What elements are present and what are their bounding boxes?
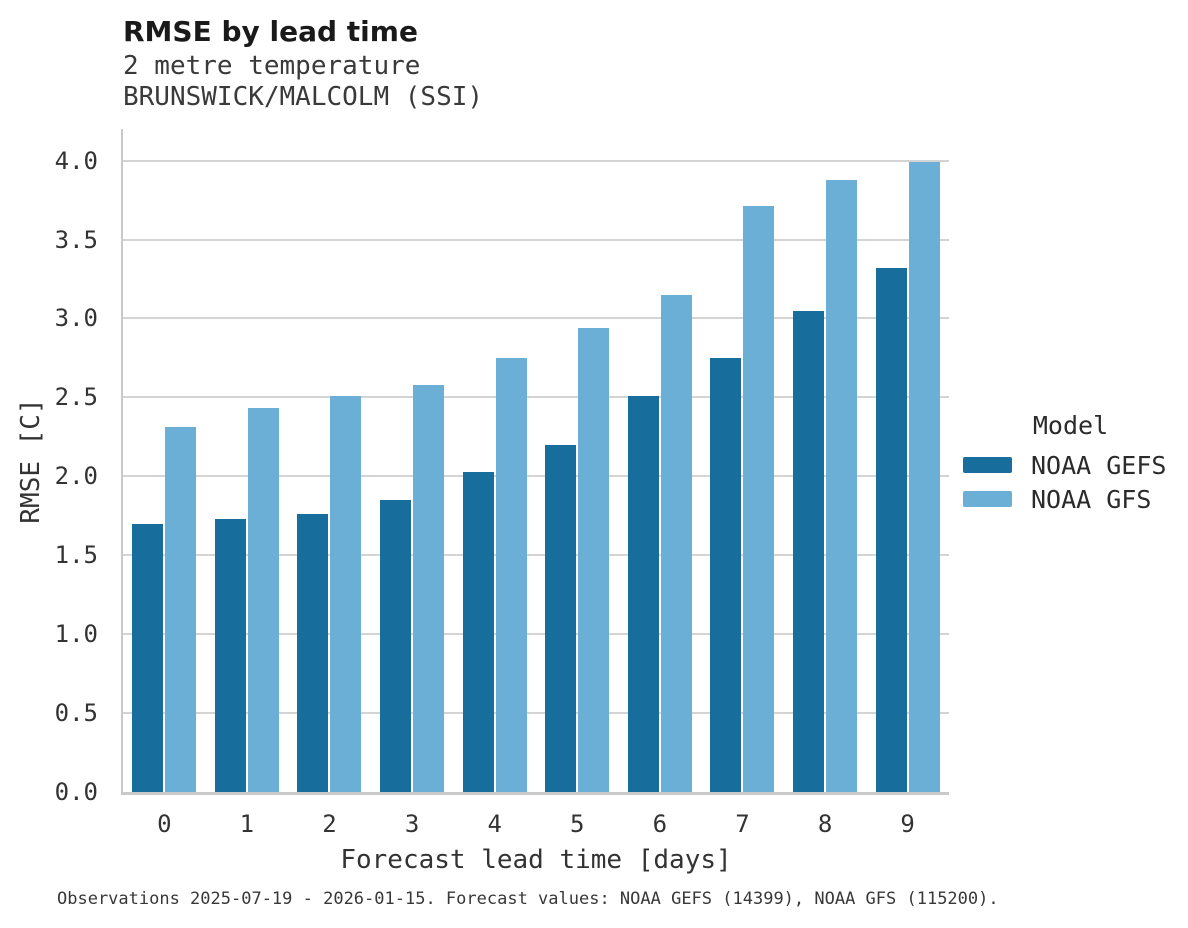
x-tick-label-1: 1 [239, 810, 255, 838]
y-tick-label-4.0: 4.0 [54, 146, 98, 175]
x-tick-label-5: 5 [570, 810, 585, 838]
x-axis-ticks: 0 1 2 3 4 5 6 7 8 9 [123, 810, 949, 838]
bar-group-lead-7 [701, 129, 784, 792]
plot-area [121, 129, 949, 795]
x-axis-label: Forecast lead time [days] [340, 845, 732, 875]
chart-title: RMSE by lead time [123, 15, 418, 48]
bar-noaa-gefs-lead-1 [214, 518, 246, 792]
bar-noaa-gefs-lead-9 [875, 267, 907, 792]
bar-noaa-gfs-lead-5 [578, 327, 610, 792]
x-tick-label-3: 3 [404, 810, 420, 838]
legend-swatch-noaa-gfs [963, 491, 1012, 507]
x-tick-label-2: 2 [322, 810, 337, 838]
bar-noaa-gfs-lead-7 [743, 206, 775, 792]
y-tick-label-3.5: 3.5 [54, 225, 98, 254]
legend-label-noaa-gefs: NOAA GEFS [1031, 450, 1167, 480]
bar-group-lead-5 [536, 129, 619, 792]
bar-noaa-gfs-lead-2 [330, 395, 362, 792]
x-tick-label-8: 8 [817, 810, 833, 838]
y-tick-label-1.0: 1.0 [54, 620, 98, 649]
legend-label-noaa-gfs: NOAA GFS [1031, 484, 1152, 514]
gridline-3.0 [123, 317, 949, 320]
x-tick-label-4: 4 [487, 810, 502, 838]
bar-group-lead-8 [784, 129, 867, 792]
bar-group-lead-2 [288, 129, 371, 792]
bar-group-lead-9 [866, 129, 949, 792]
chart-subtitle-variable: 2 metre temperature [123, 51, 421, 81]
gridline-0.5 [123, 712, 949, 715]
footer-caption: Observations 2025-07-19 - 2026-01-15. Fo… [57, 889, 999, 909]
x-tick-label-7: 7 [735, 810, 750, 838]
bar-noaa-gfs-lead-9 [908, 162, 940, 792]
y-axis-ticks: 0.0 0.5 1.0 1.5 2.0 2.5 3.0 3.5 4.0 [38, 129, 98, 805]
bar-noaa-gefs-lead-4 [462, 471, 494, 792]
bar-group-lead-6 [619, 129, 702, 792]
y-tick-label-1.5: 1.5 [54, 541, 98, 570]
bar-noaa-gfs-lead-8 [826, 179, 858, 792]
x-tick-label-9: 9 [900, 810, 915, 838]
bar-noaa-gfs-lead-1 [247, 408, 279, 792]
y-tick-label-0.5: 0.5 [54, 699, 98, 728]
y-tick-label-2.0: 2.0 [54, 462, 98, 491]
gridline-1.0 [123, 633, 949, 636]
gridline-3.5 [123, 238, 949, 241]
bar-noaa-gefs-lead-5 [545, 444, 577, 792]
bar-noaa-gefs-lead-8 [793, 310, 825, 792]
legend: Model NOAA GEFS NOAA GFS [963, 413, 1178, 516]
bar-group-lead-0 [123, 129, 206, 792]
legend-title: Model [1032, 411, 1109, 440]
gridline-4.0 [123, 159, 949, 162]
x-tick-label-6: 6 [652, 810, 668, 838]
gridline-1.5 [123, 554, 949, 557]
bar-group-lead-3 [371, 129, 454, 792]
bar-noaa-gfs-lead-4 [495, 357, 527, 792]
gridline-2.0 [123, 475, 949, 478]
bar-noaa-gfs-lead-3 [413, 384, 445, 792]
bar-group-lead-1 [206, 129, 289, 792]
legend-entry-noaa-gefs: NOAA GEFS [963, 448, 1178, 482]
bar-noaa-gefs-lead-2 [297, 514, 329, 792]
bar-noaa-gefs-lead-6 [627, 395, 659, 792]
bar-group-lead-4 [453, 129, 536, 792]
bar-noaa-gefs-lead-3 [380, 499, 412, 792]
chart-subtitle-station: BRUNSWICK/MALCOLM (SSI) [123, 82, 484, 112]
bar-noaa-gfs-lead-0 [165, 427, 197, 792]
y-tick-label-0.0: 0.0 [54, 778, 98, 806]
gridline-2.5 [123, 396, 949, 399]
y-tick-label-2.5: 2.5 [54, 383, 98, 412]
bars-layer [123, 129, 949, 792]
x-tick-label-0: 0 [157, 810, 172, 838]
legend-entry-noaa-gfs: NOAA GFS [963, 482, 1178, 516]
bar-noaa-gfs-lead-6 [660, 294, 692, 792]
bar-noaa-gefs-lead-0 [132, 523, 164, 792]
legend-swatch-noaa-gefs [963, 457, 1012, 473]
y-tick-label-3.0: 3.0 [54, 304, 98, 333]
bar-noaa-gefs-lead-7 [710, 357, 742, 792]
